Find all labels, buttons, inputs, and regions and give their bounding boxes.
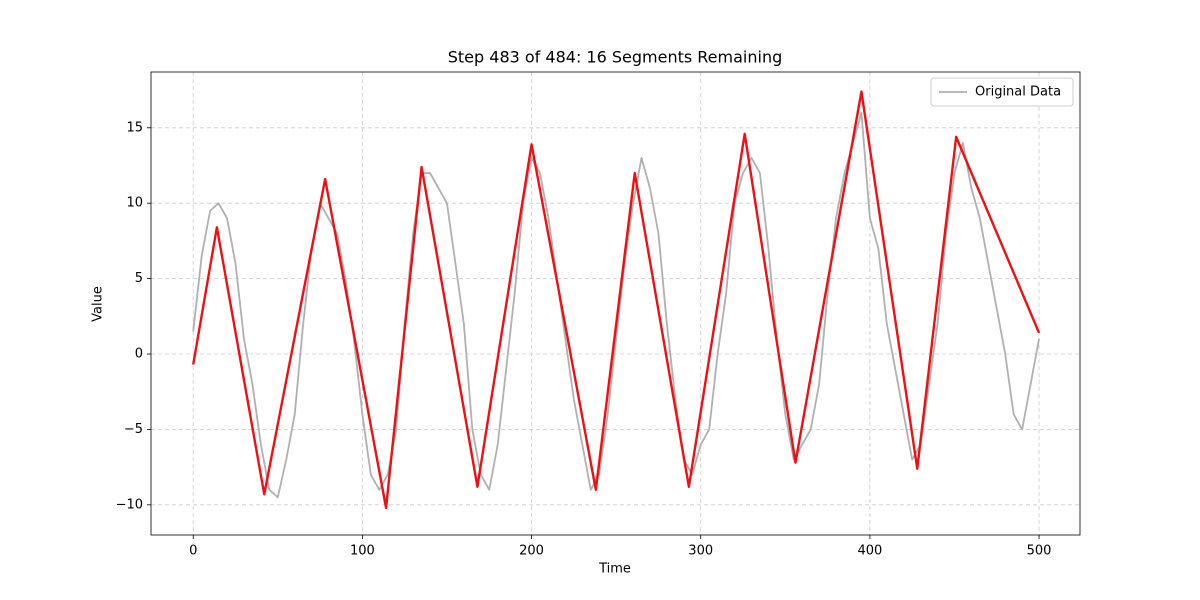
x-tick-label: 100 (350, 544, 375, 559)
y-tick-label: 5 (135, 271, 143, 286)
y-tick-label: 0 (135, 347, 143, 362)
y-tick-label: −5 (124, 422, 143, 437)
x-tick-label: 400 (857, 544, 882, 559)
legend-box (930, 77, 1074, 107)
legend-label: Original Data (975, 85, 1061, 100)
y-tick-label: 10 (126, 196, 143, 211)
y-axis-label: Value (91, 286, 106, 322)
x-tick-label: 300 (688, 544, 713, 559)
x-axis-label: Time (598, 562, 631, 577)
x-tick-label: 200 (519, 544, 544, 559)
plot-frame (150, 71, 1081, 536)
series-line (192, 90, 1041, 510)
chart-title: Step 483 of 484: 16 Segments Remaining (448, 48, 783, 67)
y-tick-label: 15 (126, 120, 143, 135)
x-tick-label: 0 (189, 544, 197, 559)
x-tick-label: 500 (1027, 544, 1052, 559)
y-tick-label: −10 (116, 497, 143, 512)
